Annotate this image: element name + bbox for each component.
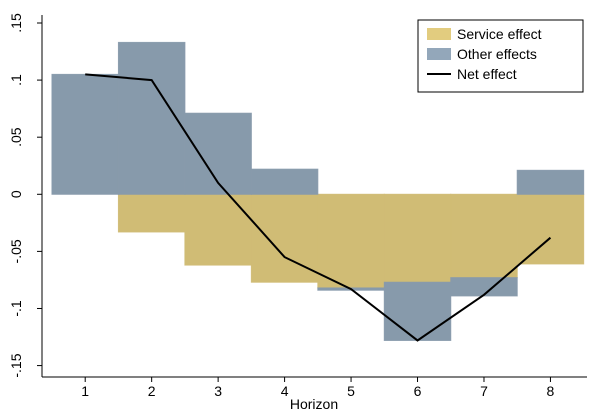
y-tick-label: .05	[8, 127, 24, 147]
x-tick-label: 5	[347, 383, 355, 399]
bar	[117, 41, 186, 195]
net-line	[85, 73, 552, 342]
x-tick-label: 6	[414, 383, 422, 399]
legend-swatch	[427, 48, 451, 60]
x-tick-label: 4	[281, 383, 289, 399]
y-tick-label: .15	[8, 13, 24, 33]
bar	[383, 281, 452, 341]
legend-label: Service effect	[457, 26, 542, 42]
legend-label: Other effects	[457, 46, 537, 62]
y-tick-label: -.1	[8, 300, 24, 317]
bar	[117, 193, 186, 233]
bar	[516, 169, 585, 195]
x-tick-label: 2	[148, 383, 156, 399]
x-tick-label: 7	[480, 383, 488, 399]
x-tick-label: 3	[214, 383, 222, 399]
y-tick-label: -.15	[8, 353, 24, 377]
y-tick-label: -.05	[8, 239, 24, 263]
bar	[184, 112, 252, 195]
bar	[383, 193, 452, 283]
legend-label: Net effect	[457, 66, 517, 82]
x-axis-label: Horizon	[290, 396, 338, 412]
x-tick-label: 8	[547, 383, 555, 399]
bar	[317, 193, 385, 289]
y-tick-label: 0	[8, 190, 24, 198]
y-tick-label: .1	[8, 74, 24, 86]
bar	[516, 193, 585, 265]
bar	[51, 73, 119, 195]
legend-swatch	[427, 28, 451, 40]
bar	[450, 277, 518, 297]
bar	[450, 193, 518, 279]
x-tick-label: 1	[81, 383, 89, 399]
bar	[250, 168, 319, 195]
bar	[184, 193, 252, 266]
